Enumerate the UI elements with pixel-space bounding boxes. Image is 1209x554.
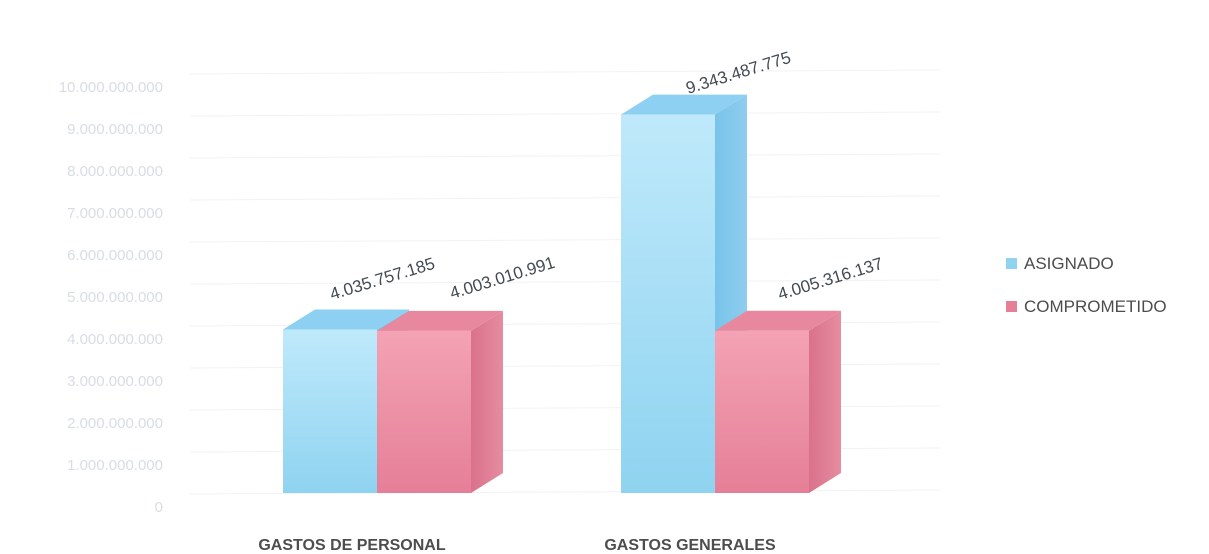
legend-label-comprometido: COMPROMETIDO bbox=[1024, 297, 1167, 316]
bars-group bbox=[283, 94, 841, 493]
bar-asignado bbox=[621, 114, 715, 493]
bar-top-asignado bbox=[621, 94, 747, 115]
y-tick-label: 6.000.000.000 bbox=[67, 247, 163, 264]
y-tick-label: 5.000.000.000 bbox=[67, 289, 163, 306]
bar-top-asignado bbox=[283, 309, 409, 330]
y-tick-label: 8.000.000.000 bbox=[67, 163, 163, 180]
y-tick-label: 3.000.000.000 bbox=[67, 373, 163, 390]
legend-swatch-asignado bbox=[1006, 258, 1017, 269]
x-axis: GASTOS DE PERSONAL GASTOS GENERALES bbox=[258, 537, 776, 554]
data-label-personal-asignado: 4.035.757.185 bbox=[328, 254, 438, 304]
y-axis: 0 1.000.000.000 2.000.000.000 3.000.000.000… bbox=[59, 79, 163, 516]
bar-top-comprometido bbox=[715, 310, 841, 331]
y-tick-label: 1.000.000.000 bbox=[67, 457, 163, 474]
bar-asignado bbox=[283, 329, 377, 493]
y-tick-label: 2.000.000.000 bbox=[67, 415, 163, 432]
gridline bbox=[189, 111, 941, 117]
gridline bbox=[189, 279, 941, 285]
data-label-personal-comprometido: 4.003.010.991 bbox=[448, 253, 558, 303]
gridline bbox=[189, 195, 941, 201]
bar-side-comprometido bbox=[471, 310, 503, 493]
gridline bbox=[189, 237, 941, 243]
y-tick-label: 7.000.000.000 bbox=[67, 205, 163, 222]
y-tick-label: 0 bbox=[155, 499, 163, 516]
bar-side-comprometido bbox=[809, 310, 841, 493]
data-labels: 4.035.757.185 4.003.010.991 9.343.487.775 4… bbox=[328, 48, 886, 304]
y-tick-label: 9.000.000.000 bbox=[67, 121, 163, 138]
gridline bbox=[189, 69, 941, 75]
legend-label-asignado: ASIGNADO bbox=[1024, 254, 1114, 273]
y-tick-label: 4.000.000.000 bbox=[67, 331, 163, 348]
y-tick-label: 10.000.000.000 bbox=[59, 79, 163, 96]
legend: ASIGNADO COMPROMETIDO bbox=[1006, 254, 1167, 316]
bar-top-comprometido bbox=[377, 310, 503, 331]
gridline bbox=[189, 489, 941, 495]
bar-comprometido bbox=[377, 330, 471, 493]
x-tick-label: GASTOS DE PERSONAL bbox=[258, 537, 446, 554]
bar-comprometido bbox=[715, 330, 809, 493]
data-label-generales-asignado: 9.343.487.775 bbox=[684, 48, 794, 98]
data-label-generales-comprometido: 4.005.316.137 bbox=[776, 254, 886, 304]
legend-swatch-comprometido bbox=[1006, 301, 1017, 312]
x-tick-label: GASTOS GENERALES bbox=[604, 537, 776, 554]
gridline bbox=[189, 153, 941, 159]
